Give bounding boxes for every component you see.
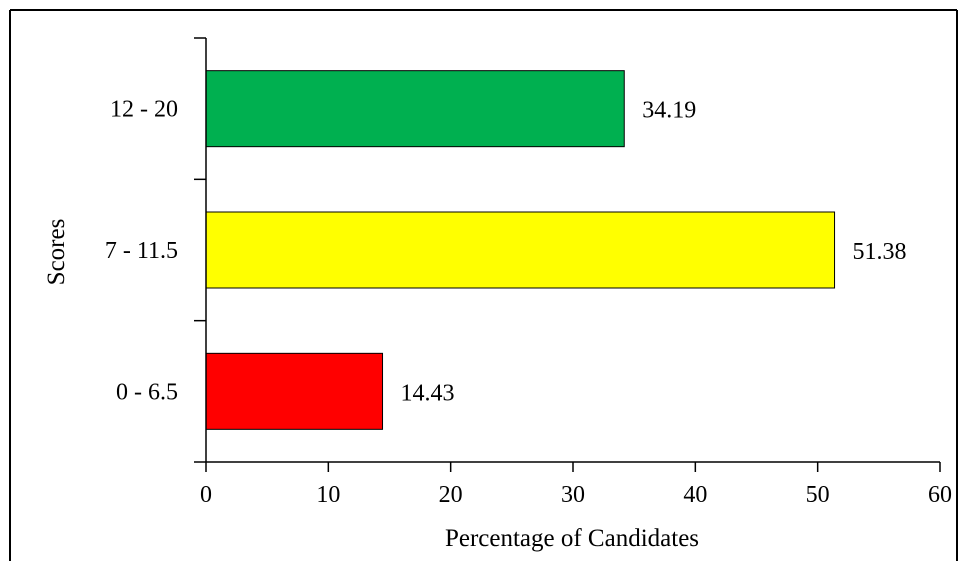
x-axis-label: Percentage of Candidates: [445, 525, 699, 552]
bar: [205, 70, 625, 148]
x-tick-label: 60: [928, 482, 952, 508]
bar: [205, 352, 384, 430]
x-tick-label: 0: [200, 482, 212, 508]
category-label: 7 - 11.5: [105, 238, 178, 264]
x-tick-label: 50: [806, 482, 830, 508]
x-tick-label: 10: [316, 482, 340, 508]
bars-layer: 34.19 51.38 14.43: [205, 70, 907, 430]
category-label: 12 - 20: [110, 97, 178, 123]
data-label: 51.38: [853, 239, 907, 265]
x-tick-label: 20: [439, 482, 463, 508]
data-label: 14.43: [401, 380, 455, 406]
axes-layer: 0 10 20 30 40 50 60 12 - 20 7 - 11.5 0 - 6.5: [105, 37, 952, 508]
data-label: 34.19: [642, 98, 696, 124]
y-axis-label: Scores: [43, 219, 70, 286]
x-tick-label: 40: [683, 482, 707, 508]
category-label: 0 - 6.5: [116, 379, 178, 405]
x-tick-label: 30: [561, 482, 585, 508]
bar: [205, 211, 836, 289]
